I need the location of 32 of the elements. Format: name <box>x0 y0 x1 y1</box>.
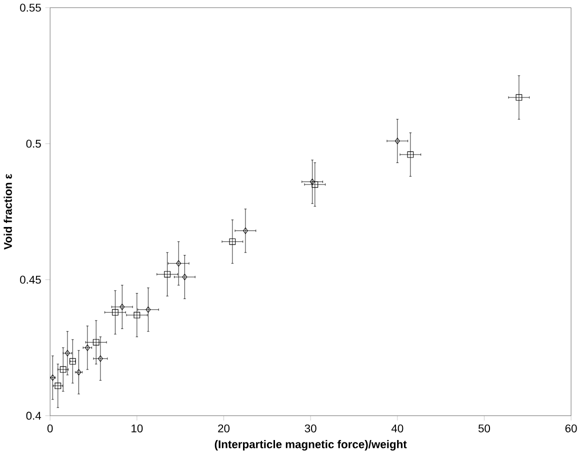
x-tick-label: 50 <box>478 424 490 432</box>
y-tick-label: 0.45 <box>20 276 41 284</box>
x-tick-label: 20 <box>218 424 230 432</box>
point <box>76 368 82 376</box>
point <box>242 227 248 234</box>
point <box>312 181 318 188</box>
point <box>229 238 236 245</box>
point <box>516 94 522 101</box>
point <box>146 306 151 313</box>
x-tick-label: 0 <box>47 424 53 432</box>
x-tick-label: 10 <box>132 424 143 432</box>
y-tick-label: 0.55 <box>20 4 41 12</box>
point <box>65 350 70 356</box>
y-tick-label: 0.5 <box>26 140 41 148</box>
point <box>112 309 118 316</box>
point <box>182 274 188 280</box>
point <box>134 312 140 318</box>
point <box>394 138 400 144</box>
x-axis-title: (Interparticle magnetic force)/weight <box>214 440 407 450</box>
y-tick-label: 0.4 <box>26 412 42 420</box>
x-tick-label: 30 <box>304 424 316 432</box>
y-axis-title: Void fraction ε <box>4 174 12 250</box>
point <box>120 304 125 310</box>
point <box>50 374 56 381</box>
point <box>176 260 182 266</box>
x-tick-label: 40 <box>391 424 404 432</box>
point <box>98 355 103 362</box>
point <box>92 338 100 346</box>
point <box>164 270 170 278</box>
point <box>407 151 414 158</box>
point <box>310 178 315 185</box>
x-tick-label: 60 <box>565 424 577 432</box>
